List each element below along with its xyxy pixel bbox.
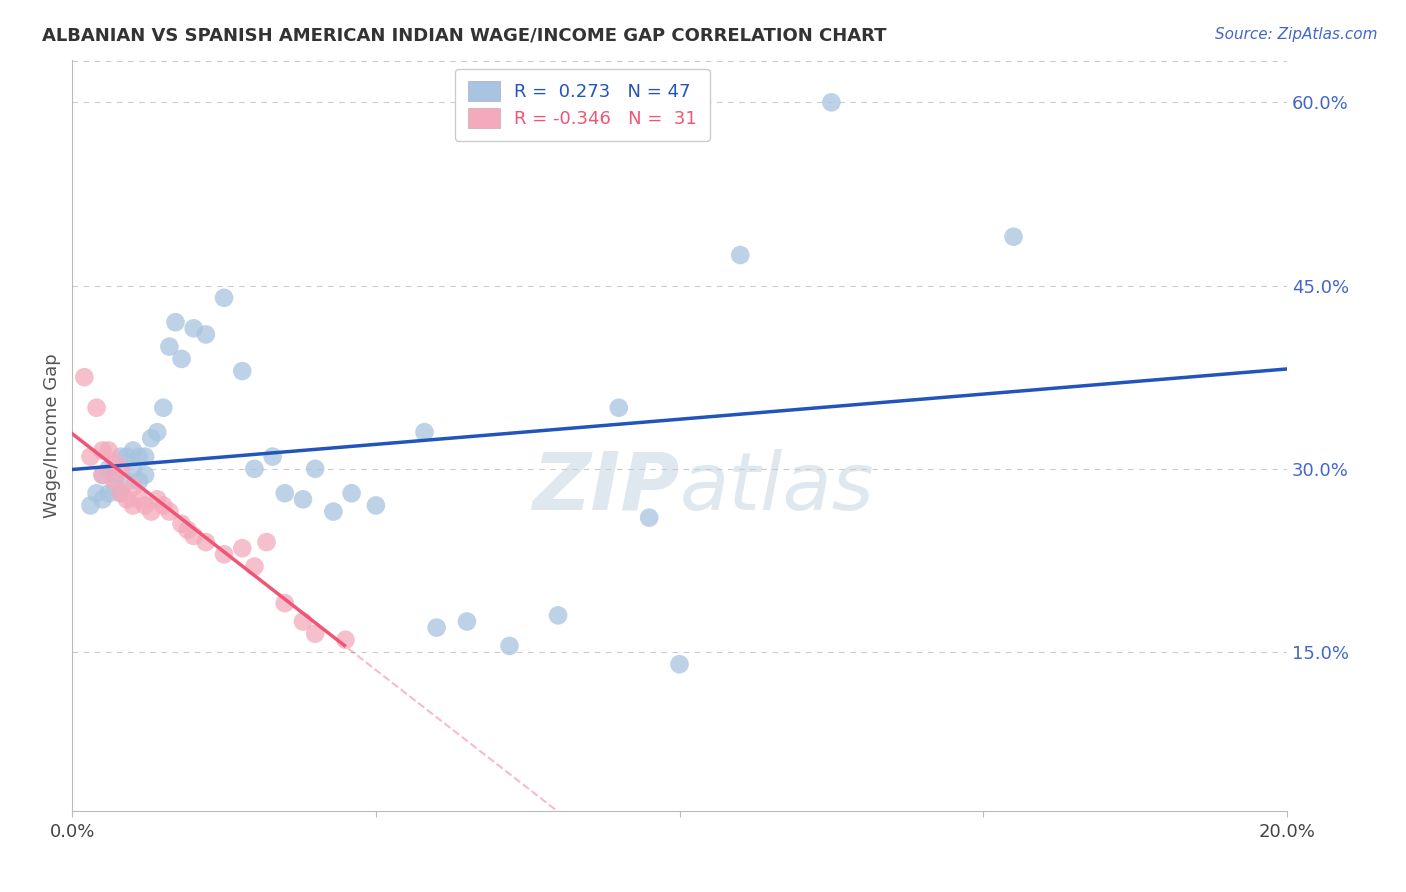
- Point: [292, 615, 315, 629]
- Point: [183, 529, 205, 543]
- Text: ZIP: ZIP: [531, 449, 679, 527]
- Point: [134, 499, 156, 513]
- Point: [607, 401, 630, 415]
- Point: [110, 450, 132, 464]
- Point: [456, 615, 478, 629]
- Point: [134, 450, 156, 464]
- Point: [97, 443, 120, 458]
- Point: [79, 499, 101, 513]
- Point: [547, 608, 569, 623]
- Point: [638, 510, 661, 524]
- Point: [97, 486, 120, 500]
- Point: [157, 340, 180, 354]
- Legend: R =  0.273   N = 47, R = -0.346   N =  31: R = 0.273 N = 47, R = -0.346 N = 31: [456, 69, 710, 141]
- Point: [413, 425, 436, 439]
- Point: [110, 486, 132, 500]
- Point: [304, 626, 326, 640]
- Point: [91, 443, 114, 458]
- Point: [304, 462, 326, 476]
- Point: [274, 486, 297, 500]
- Point: [115, 474, 138, 488]
- Text: Source: ZipAtlas.com: Source: ZipAtlas.com: [1215, 27, 1378, 42]
- Point: [243, 559, 266, 574]
- Point: [122, 499, 145, 513]
- Point: [110, 462, 132, 476]
- Point: [141, 431, 163, 445]
- Point: [1002, 229, 1025, 244]
- Point: [115, 492, 138, 507]
- Point: [128, 492, 150, 507]
- Point: [115, 450, 138, 464]
- Point: [256, 535, 278, 549]
- Point: [104, 467, 127, 482]
- Point: [194, 535, 217, 549]
- Point: [176, 523, 198, 537]
- Point: [364, 499, 387, 513]
- Point: [426, 621, 449, 635]
- Point: [146, 425, 169, 439]
- Point: [128, 450, 150, 464]
- Point: [91, 467, 114, 482]
- Point: [104, 480, 127, 494]
- Point: [134, 467, 156, 482]
- Point: [730, 248, 752, 262]
- Point: [498, 639, 520, 653]
- Point: [152, 401, 174, 415]
- Point: [104, 474, 127, 488]
- Point: [122, 462, 145, 476]
- Point: [231, 364, 253, 378]
- Point: [122, 443, 145, 458]
- Point: [86, 401, 108, 415]
- Point: [97, 462, 120, 476]
- Point: [170, 516, 193, 531]
- Text: atlas: atlas: [679, 449, 875, 527]
- Point: [146, 492, 169, 507]
- Point: [322, 504, 344, 518]
- Point: [110, 486, 132, 500]
- Point: [820, 95, 842, 110]
- Point: [183, 321, 205, 335]
- Point: [292, 492, 315, 507]
- Point: [340, 486, 363, 500]
- Point: [104, 456, 127, 470]
- Point: [157, 504, 180, 518]
- Point: [274, 596, 297, 610]
- Point: [668, 657, 690, 672]
- Point: [231, 541, 253, 556]
- Point: [194, 327, 217, 342]
- Point: [262, 450, 284, 464]
- Point: [152, 499, 174, 513]
- Point: [141, 504, 163, 518]
- Point: [86, 486, 108, 500]
- Text: ALBANIAN VS SPANISH AMERICAN INDIAN WAGE/INCOME GAP CORRELATION CHART: ALBANIAN VS SPANISH AMERICAN INDIAN WAGE…: [42, 27, 887, 45]
- Point: [91, 467, 114, 482]
- Point: [128, 474, 150, 488]
- Point: [165, 315, 187, 329]
- Y-axis label: Wage/Income Gap: Wage/Income Gap: [44, 353, 60, 517]
- Point: [212, 547, 235, 561]
- Point: [91, 492, 114, 507]
- Point: [170, 351, 193, 366]
- Point: [212, 291, 235, 305]
- Point: [122, 480, 145, 494]
- Point: [73, 370, 96, 384]
- Point: [79, 450, 101, 464]
- Point: [335, 632, 357, 647]
- Point: [243, 462, 266, 476]
